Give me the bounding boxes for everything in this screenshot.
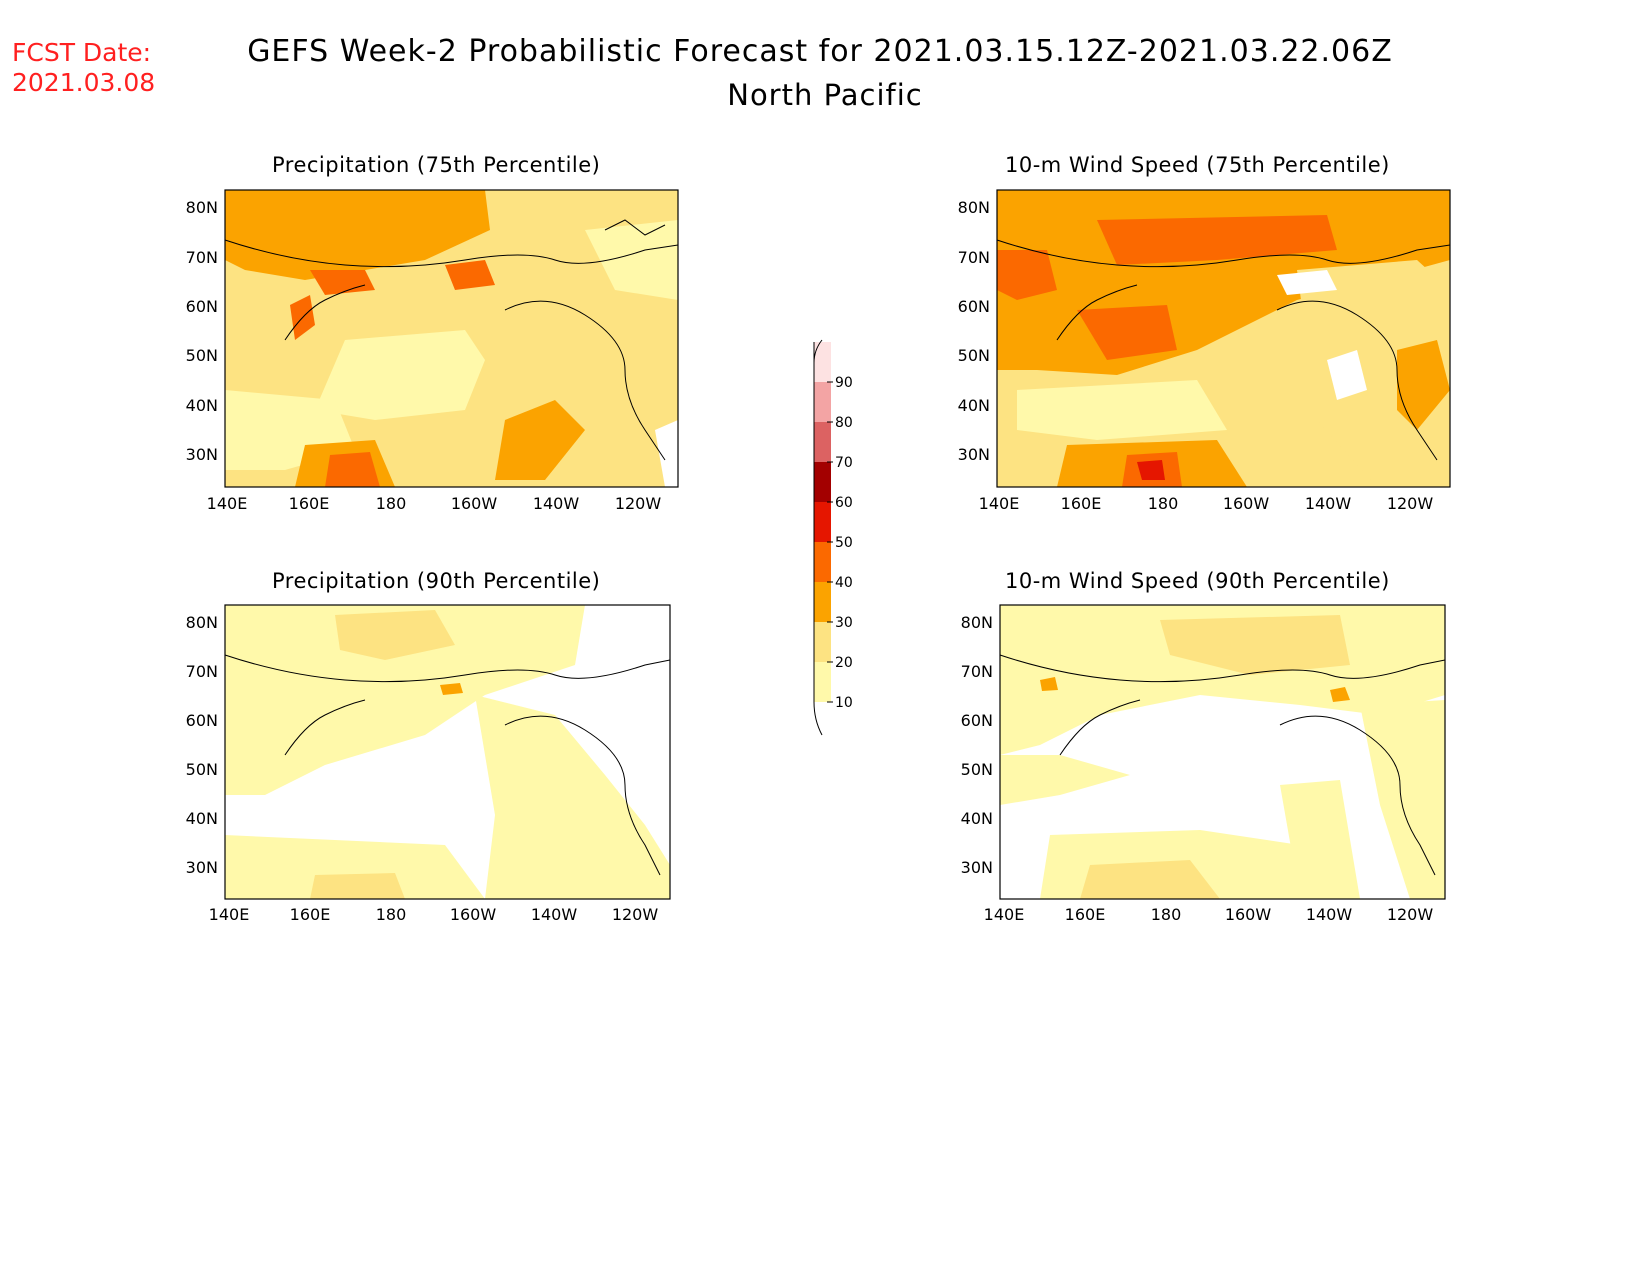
lat-label: 50N <box>186 760 218 779</box>
lat-label: 60N <box>186 711 218 730</box>
colorbar-label: 40 <box>835 575 853 591</box>
colorbar-swatch <box>814 342 831 382</box>
lat-label: 60N <box>961 711 993 730</box>
colorbar-labels: 10 20 30 40 50 60 70 80 90 <box>827 375 853 711</box>
lat-label: 30N <box>186 858 218 877</box>
map-precip-90: 80N 70N 60N 50N 40N 30N 140E 160E 180 16… <box>186 604 671 924</box>
colorbar-bottom-end <box>813 701 823 736</box>
page-title: GEFS Week-2 Probabilistic Forecast for 2… <box>247 34 1393 69</box>
lon-label: 180 <box>1151 905 1182 924</box>
lat-label: 60N <box>958 297 990 316</box>
lon-label: 140W <box>533 494 580 513</box>
lat-label: 80N <box>186 613 218 632</box>
panel-title-precip-90: Precipitation (90th Percentile) <box>272 569 601 593</box>
panel-title-precip-75: Precipitation (75th Percentile) <box>272 153 601 177</box>
colorbar-swatch <box>814 662 831 702</box>
lat-label: 30N <box>961 858 993 877</box>
map-wind-90: 80N 70N 60N 50N 40N 30N 140E 160E 180 16… <box>961 604 1446 924</box>
lat-label: 40N <box>186 809 218 828</box>
lon-label: 140E <box>984 905 1025 924</box>
colorbar-swatch <box>814 502 831 542</box>
colorbar-label: 90 <box>835 375 853 391</box>
lon-label: 160E <box>290 905 331 924</box>
lat-label: 50N <box>958 346 990 365</box>
lon-label: 140E <box>207 494 248 513</box>
lon-label: 180 <box>1148 494 1179 513</box>
lat-label: 50N <box>961 760 993 779</box>
lat-label: 70N <box>958 248 990 267</box>
forecast-date-value: 2021.03.08 <box>12 68 156 97</box>
lon-label: 140W <box>531 905 578 924</box>
lon-label: 160E <box>1065 905 1106 924</box>
lat-label: 30N <box>186 445 218 464</box>
lat-label: 30N <box>958 445 990 464</box>
lon-label: 160W <box>1225 905 1272 924</box>
lon-label: 160W <box>450 905 497 924</box>
colorbar-boxes <box>813 342 831 702</box>
lat-label: 70N <box>961 662 993 681</box>
lon-label: 120W <box>1387 494 1434 513</box>
lon-label: 120W <box>615 494 662 513</box>
colorbar-swatch <box>814 622 831 662</box>
colorbar-label: 10 <box>835 695 853 711</box>
lon-label: 140E <box>979 494 1020 513</box>
colorbar-swatch <box>814 542 831 582</box>
colorbar-swatch <box>814 422 831 462</box>
colorbar-label: 20 <box>835 655 853 671</box>
lon-label: 160E <box>289 494 330 513</box>
forecast-date-caption: FCST Date: <box>12 38 152 67</box>
lat-label: 80N <box>186 198 218 217</box>
lat-label: 40N <box>186 396 218 415</box>
panel-title-wind-75: 10-m Wind Speed (75th Percentile) <box>1005 153 1390 177</box>
lat-label: 40N <box>958 396 990 415</box>
lat-label: 70N <box>186 662 218 681</box>
colorbar-label: 30 <box>835 615 853 631</box>
lon-label: 160W <box>1223 494 1270 513</box>
lat-label: 70N <box>186 248 218 267</box>
lon-label: 140E <box>209 905 250 924</box>
colorbar-swatch <box>814 582 831 622</box>
colorbar-label: 60 <box>835 495 853 511</box>
map-precip-75: 80N 70N 60N 50N 40N 30N 140E 160E 180 16… <box>186 189 679 513</box>
lat-label: 60N <box>186 297 218 316</box>
lon-label: 160W <box>451 494 498 513</box>
lat-label: 80N <box>961 613 993 632</box>
lon-label: 140W <box>1306 905 1353 924</box>
lon-label: 140W <box>1305 494 1352 513</box>
colorbar-label: 80 <box>835 415 853 431</box>
lon-label: 120W <box>612 905 659 924</box>
colorbar: 10 20 30 40 50 60 70 80 90 <box>813 339 853 736</box>
lon-label: 180 <box>376 905 407 924</box>
colorbar-top-end <box>813 339 823 364</box>
region-subtitle: North Pacific <box>727 78 923 112</box>
forecast-date-label: FCST Date: 2021.03.08 <box>12 38 155 98</box>
panel-title-wind-90: 10-m Wind Speed (90th Percentile) <box>1005 569 1390 593</box>
lat-label: 40N <box>961 809 993 828</box>
colorbar-swatch <box>814 462 831 502</box>
lat-label: 80N <box>958 198 990 217</box>
lat-label: 50N <box>186 346 218 365</box>
lon-label: 180 <box>376 494 407 513</box>
colorbar-swatch <box>814 382 831 422</box>
lon-label: 120W <box>1387 905 1434 924</box>
colorbar-label: 50 <box>835 535 853 551</box>
colorbar-label: 70 <box>835 455 853 471</box>
lon-label: 160E <box>1061 494 1102 513</box>
map-wind-75: 80N 70N 60N 50N 40N 30N 140E 160E 180 16… <box>958 189 1451 513</box>
